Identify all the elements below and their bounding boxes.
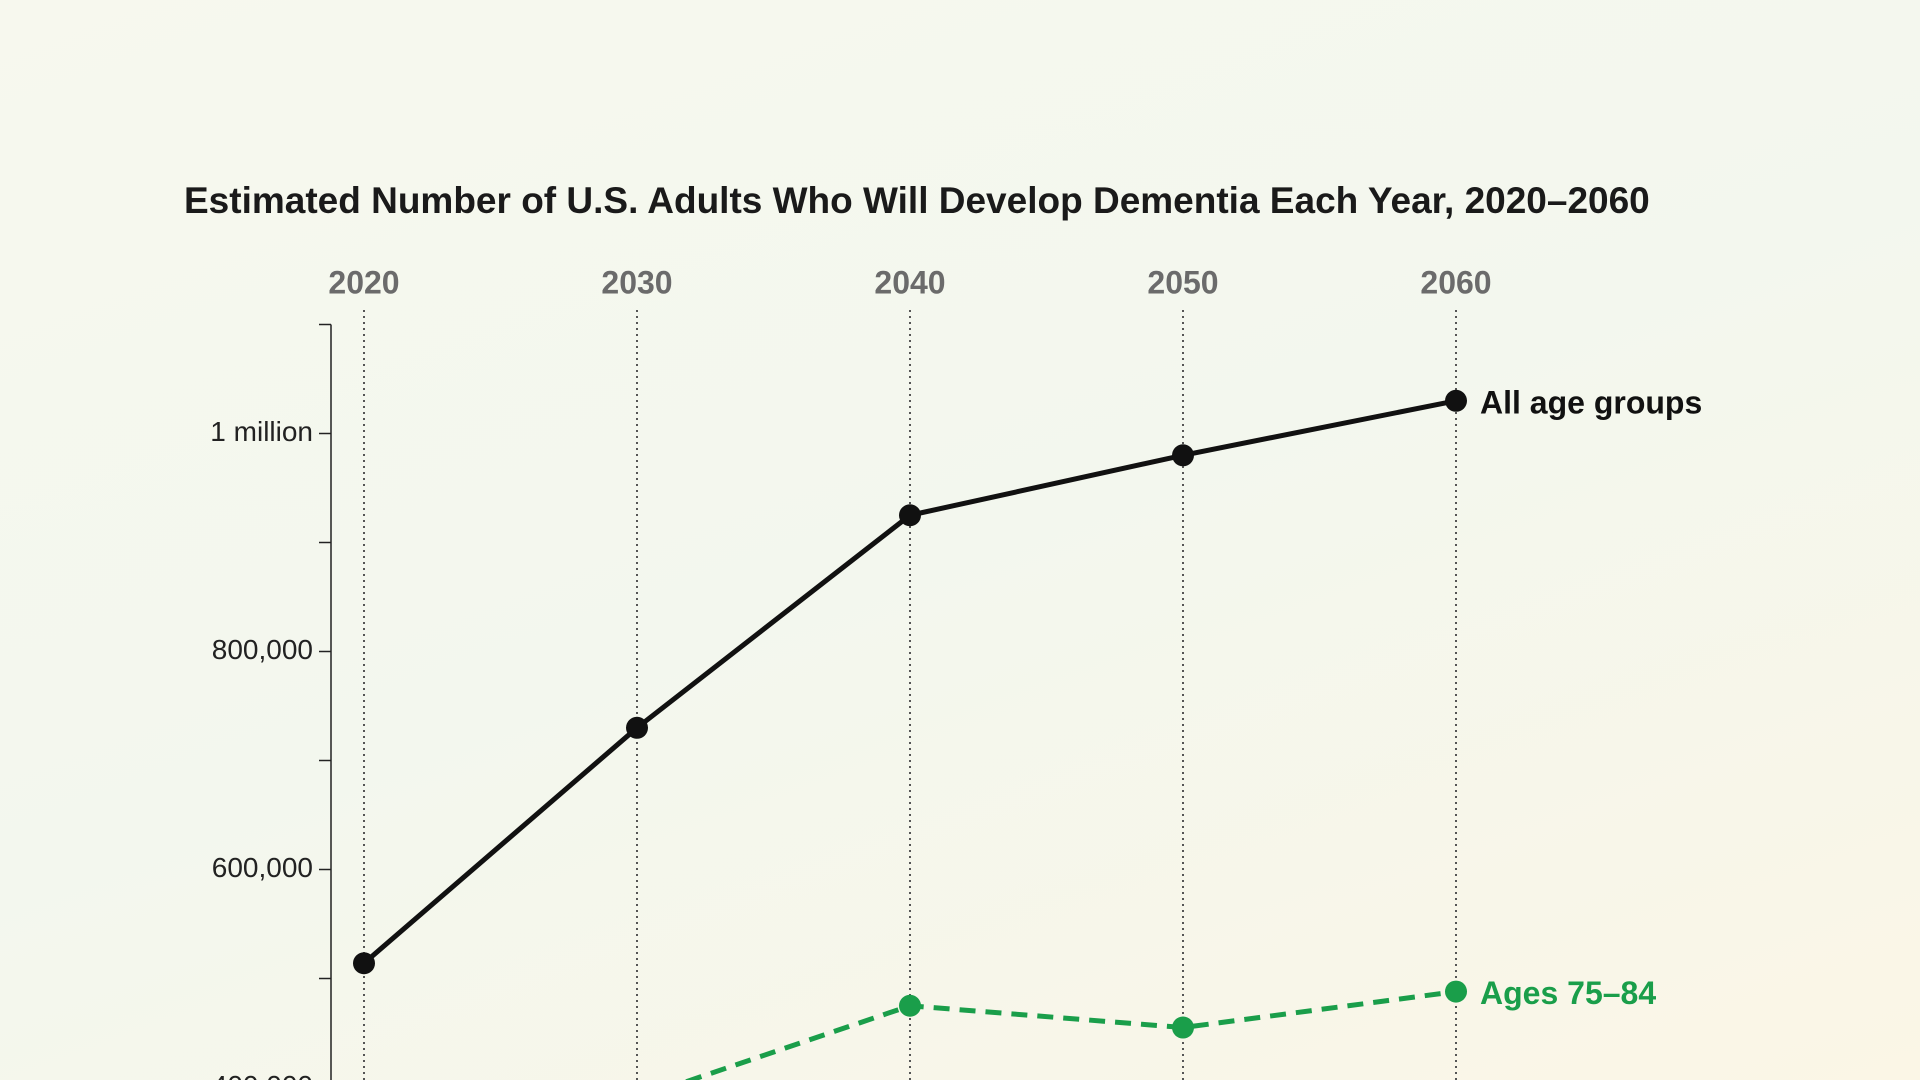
x-tick-label: 2060	[1420, 264, 1491, 300]
y-tick-label: 800,000	[212, 634, 313, 665]
point	[353, 952, 375, 975]
point	[1445, 389, 1467, 412]
point	[626, 716, 648, 739]
y-tick-label: 1 million	[210, 416, 313, 447]
series-label: Ages 75–84	[1480, 975, 1656, 1011]
series-line	[683, 989, 1457, 1080]
series-label: All age groups	[1480, 384, 1702, 420]
point	[1172, 1016, 1194, 1039]
point	[899, 504, 921, 527]
chart-title: Estimated Number of U.S. Adults Who Will…	[184, 180, 1650, 221]
x-tick-label: 2040	[874, 264, 945, 300]
x-tick-label: 2020	[328, 264, 399, 300]
y-tick-label: 400,000	[212, 1070, 313, 1080]
point	[1172, 444, 1194, 467]
x-tick-label: 2030	[601, 264, 672, 300]
x-tick-label: 2050	[1147, 264, 1218, 300]
y-tick-label: 600,000	[212, 852, 313, 883]
point	[1445, 980, 1467, 1003]
point	[899, 994, 921, 1017]
